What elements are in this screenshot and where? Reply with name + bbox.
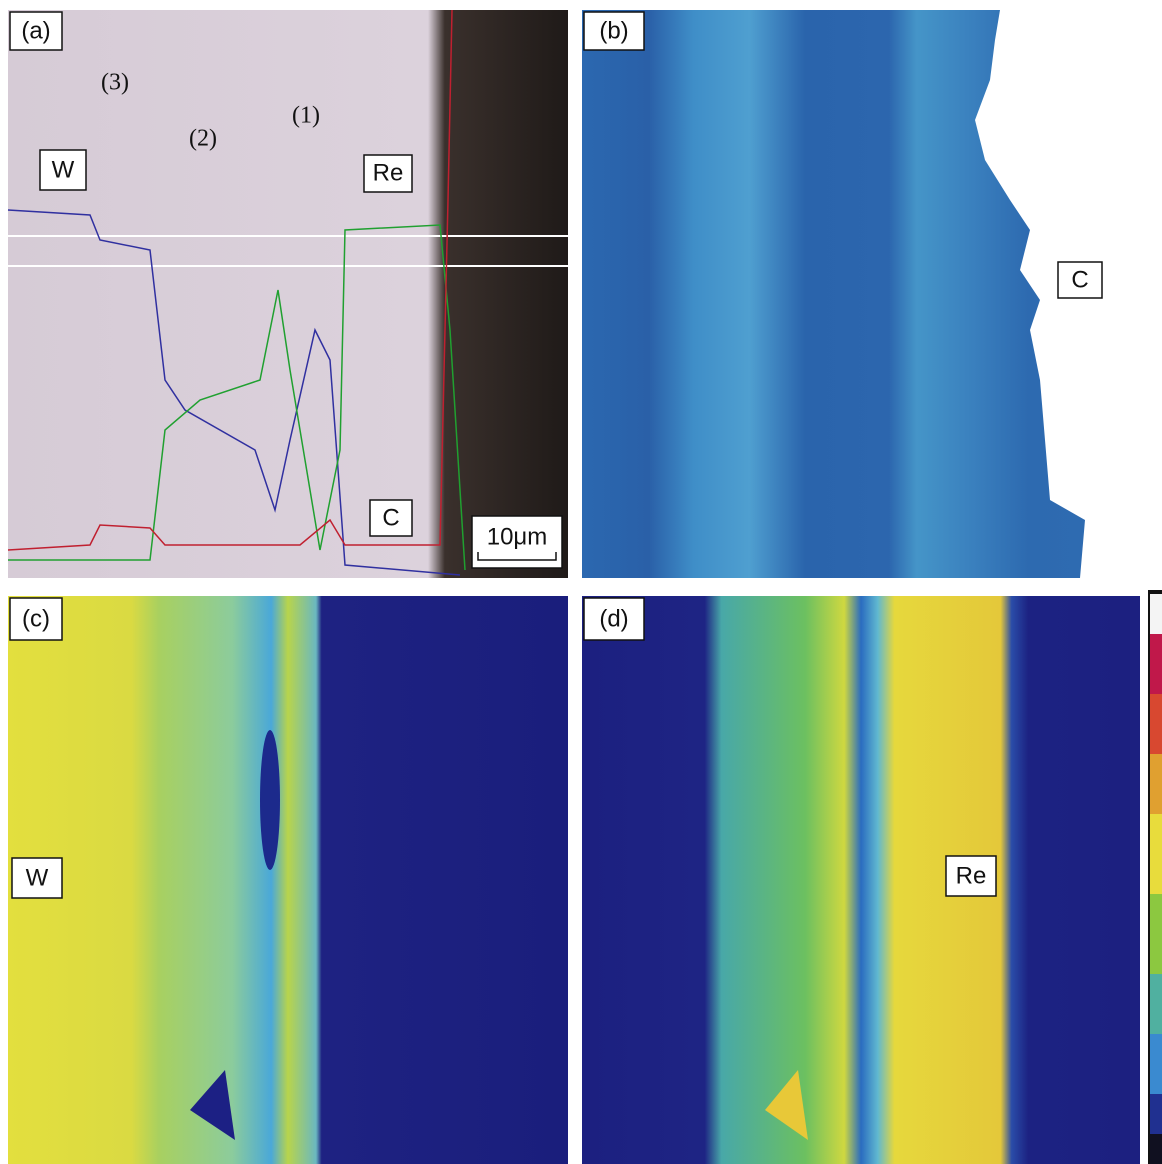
- element-label: C: [382, 504, 399, 531]
- rhenium-map: [582, 596, 1140, 1164]
- panel-label: (d): [599, 605, 628, 632]
- color-step: [1150, 594, 1162, 634]
- map-feature: [260, 730, 280, 870]
- panel-label: (c): [22, 605, 50, 632]
- element-label: Re: [373, 159, 404, 186]
- scale-bar-label: 10μm: [487, 523, 548, 550]
- region-label: (2): [189, 126, 217, 152]
- element-label: W: [26, 864, 49, 891]
- color-step: [1150, 814, 1162, 894]
- color-step: [1150, 1134, 1162, 1164]
- panel-label: (b): [599, 17, 628, 44]
- color-bar: [1148, 590, 1162, 1164]
- color-step: [1150, 974, 1162, 1034]
- panel-label: (a): [21, 17, 50, 44]
- color-step: [1150, 1034, 1162, 1094]
- color-step: [1150, 694, 1162, 754]
- element-label: Re: [956, 862, 987, 889]
- color-step: [1150, 894, 1162, 974]
- element-label: C: [1071, 266, 1088, 293]
- element-label: W: [52, 156, 75, 183]
- tungsten-map: [8, 596, 568, 1164]
- micrograph: [8, 10, 568, 578]
- region-label: (3): [101, 70, 129, 96]
- figure: (a) (3) (2) (1) W Re C 10μm (b) C (c) W …: [0, 0, 1162, 1164]
- color-step: [1150, 1094, 1162, 1134]
- color-step: [1150, 634, 1162, 694]
- color-step: [1150, 754, 1162, 814]
- region-label: (1): [292, 103, 320, 129]
